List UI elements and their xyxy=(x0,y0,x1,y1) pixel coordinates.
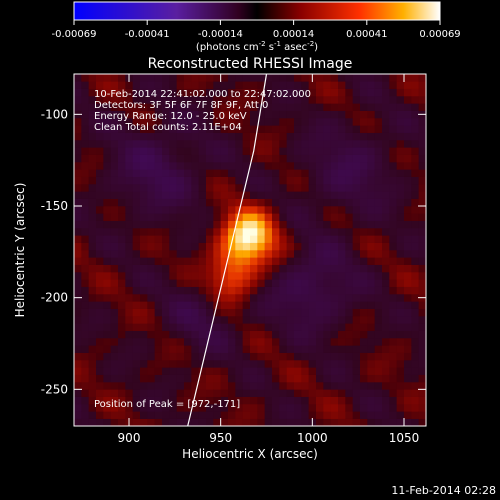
x-tick-label: 1050 xyxy=(389,431,420,445)
x-tick-label: 950 xyxy=(209,431,232,445)
x-axis: 900 950 1000 1050 xyxy=(118,74,420,445)
annotation-clean: Clean Total counts: 2.11E+04 xyxy=(94,122,242,133)
plot-frame xyxy=(73,73,427,427)
y-axis-label: Heliocentric Y (arcsec) xyxy=(13,183,27,318)
x-tick-label: 1000 xyxy=(297,431,328,445)
annotation-detectors: Detectors: 3F 5F 6F 7F 8F 9F, Att 0 xyxy=(94,100,268,111)
colorbar-units: (photons cm-2 s-1 asec-2) xyxy=(196,40,318,53)
y-tick-label: -250 xyxy=(41,382,68,396)
colorbar-tick-label: -0.00069 xyxy=(52,29,97,40)
x-tick-label: 900 xyxy=(118,431,141,445)
colorbar: -0.00069 -0.00041 -0.00014 0.00014 0.00041 0.… xyxy=(52,1,461,53)
image-area xyxy=(74,74,426,426)
colorbar-ticks: -0.00069 -0.00041 -0.00014 0.00014 0.00041 0.… xyxy=(52,20,461,40)
footer-date: 11-Feb-2014 02:28 xyxy=(391,484,496,497)
y-tick-label: -100 xyxy=(41,107,68,121)
x-axis-label: Heliocentric X (arcsec) xyxy=(182,447,318,461)
y-tick-label: -150 xyxy=(41,199,68,213)
annotations: 10-Feb-2014 22:41:02.000 to 22:47:02.000… xyxy=(94,89,311,410)
solar-limb-line xyxy=(187,74,268,426)
y-axis: -100 -150 -200 -250 xyxy=(41,107,426,396)
colorbar-tick-label: -0.00014 xyxy=(198,29,243,40)
annotation-energy: Energy Range: 12.0 - 25.0 keV xyxy=(94,111,247,122)
annotation-peak: Position of Peak = [972,-171] xyxy=(94,399,240,410)
colorbar-tick-label: 0.00069 xyxy=(419,29,460,40)
colorbar-tick-label: -0.00041 xyxy=(125,29,170,40)
chart-title: Reconstructed RHESSI Image xyxy=(148,56,353,72)
colorbar-gradient xyxy=(73,1,441,21)
colorbar-tick-label: 0.00041 xyxy=(346,29,387,40)
colorbar-tick-label: 0.00014 xyxy=(273,29,314,40)
y-tick-label: -200 xyxy=(41,291,68,305)
annotation-time-range: 10-Feb-2014 22:41:02.000 to 22:47:02.000 xyxy=(94,89,311,100)
